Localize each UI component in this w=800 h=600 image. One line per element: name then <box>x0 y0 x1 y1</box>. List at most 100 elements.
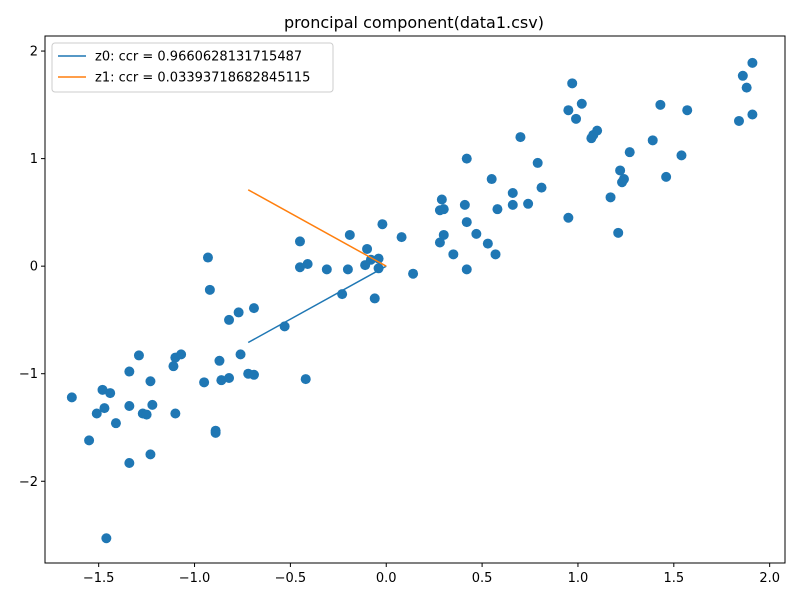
scatter-point <box>737 70 748 81</box>
scatter-point <box>168 361 179 372</box>
scatter-point <box>747 57 758 68</box>
scatter-point <box>202 252 213 263</box>
scatter-point <box>408 268 419 279</box>
scatter-point <box>110 418 121 429</box>
chart-title: proncipal component(data1.csv) <box>284 13 544 32</box>
x-tick-label: 2.0 <box>759 571 780 586</box>
plot-area-frame <box>44 35 786 564</box>
series-line-z1 <box>247 189 387 267</box>
y-tick-label: 2 <box>30 45 38 60</box>
scatter-point <box>647 135 658 146</box>
scatter-point <box>396 232 407 243</box>
scatter-point <box>613 227 624 238</box>
scatter-point <box>682 105 693 116</box>
scatter-point <box>224 314 235 325</box>
scatter-point <box>461 153 472 164</box>
scatter-point <box>676 150 687 161</box>
y-tick-label: 1 <box>30 152 38 167</box>
scatter-point <box>492 204 503 215</box>
scatter-point <box>507 199 518 210</box>
scatter-point <box>369 293 380 304</box>
scatter-point <box>133 350 144 361</box>
scatter-point <box>373 263 384 274</box>
scatter-point <box>204 284 215 295</box>
scatter-point <box>536 182 547 193</box>
scatter-point <box>124 457 135 468</box>
scatter-point <box>523 198 534 209</box>
scatter-point <box>235 349 246 360</box>
scatter-point <box>170 408 181 419</box>
series-lines <box>247 189 387 344</box>
scatter-point <box>365 254 376 265</box>
scatter-point <box>105 388 116 399</box>
scatter-point <box>147 399 158 410</box>
scatter-point <box>342 264 353 275</box>
legend-label: z1: ccr = 0.03393718682845115 <box>95 71 310 86</box>
scatter-point <box>434 237 445 248</box>
scatter-point <box>233 307 244 318</box>
scatter-point <box>507 188 518 199</box>
scatter-point <box>216 375 227 386</box>
x-tick-label: −1.5 <box>83 571 115 586</box>
scatter-point <box>66 392 77 403</box>
scatter-point <box>344 229 355 240</box>
x-tick-label: 0.0 <box>376 571 397 586</box>
legend-label: z0: ccr = 0.9660628131715487 <box>95 50 302 65</box>
scatter-point <box>302 259 313 270</box>
scatter-point <box>486 174 497 185</box>
scatter-point <box>101 533 112 544</box>
scatter-points <box>66 57 758 544</box>
legend-box <box>51 42 334 93</box>
scatter-point <box>459 199 470 210</box>
scatter-point <box>210 427 221 438</box>
scatter-point <box>145 449 156 460</box>
scatter-point <box>576 98 587 109</box>
y-tick-label: −1 <box>19 367 38 382</box>
scatter-point <box>661 171 672 182</box>
scatter-point <box>84 435 95 446</box>
x-tick-label: −0.5 <box>275 571 307 586</box>
scatter-point <box>615 165 626 176</box>
scatter-point <box>248 369 259 380</box>
scatter-point <box>490 249 501 260</box>
scatter-point <box>248 303 259 314</box>
scatter-point <box>563 212 574 223</box>
series-line-z0 <box>247 265 387 344</box>
scatter-point <box>471 228 482 239</box>
x-tick-label: 1.0 <box>568 571 589 586</box>
scatter-point <box>605 192 616 203</box>
scatter-point <box>655 99 666 110</box>
y-axis: −2 −1 0 1 2 <box>19 45 45 490</box>
scatter-point <box>515 132 526 143</box>
scatter-point <box>747 109 758 120</box>
scatter-point <box>448 249 459 260</box>
scatter-point <box>321 264 332 275</box>
scatter-point <box>224 373 235 384</box>
scatter-point <box>377 219 388 230</box>
scatter-point <box>624 147 635 158</box>
scatter-point <box>563 105 574 116</box>
x-axis: −1.5 −1.0 −0.5 0.0 0.5 1.0 1.5 2.0 <box>83 563 780 586</box>
scatter-point <box>741 82 752 93</box>
scatter-point <box>145 376 156 387</box>
scatter-point <box>618 174 629 185</box>
scatter-point <box>124 366 135 377</box>
x-tick-label: 1.5 <box>663 571 684 586</box>
y-tick-label: −2 <box>19 475 38 490</box>
y-tick-label: 0 <box>30 260 38 275</box>
scatter-point <box>99 403 110 414</box>
scatter-point <box>176 349 187 360</box>
scatter-point <box>294 262 305 273</box>
scatter-point <box>571 113 582 124</box>
scatter-point <box>461 217 472 228</box>
scatter-point <box>461 264 472 275</box>
scatter-point <box>141 409 152 420</box>
scatter-point <box>124 400 135 411</box>
scatter-point <box>532 157 543 168</box>
scatter-point <box>362 243 373 254</box>
scatter-point <box>436 194 447 205</box>
x-tick-label: −1.0 <box>179 571 211 586</box>
scatter-point <box>733 115 744 126</box>
scatter-point <box>482 238 493 249</box>
